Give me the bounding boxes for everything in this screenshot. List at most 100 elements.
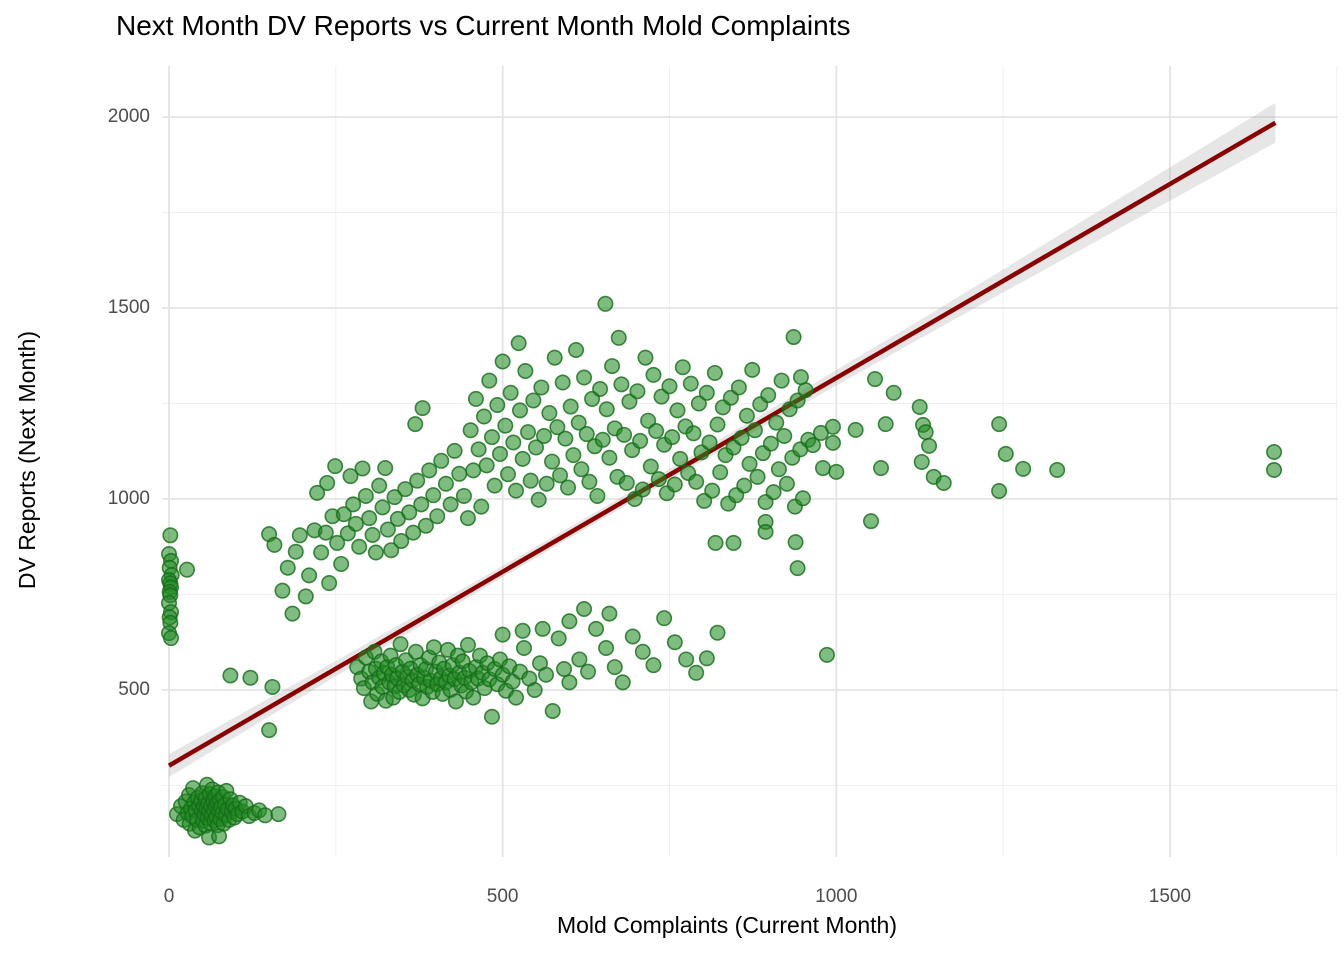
data-point bbox=[824, 434, 841, 451]
data-point bbox=[383, 542, 400, 559]
data-point bbox=[594, 431, 611, 448]
data-point bbox=[688, 473, 705, 490]
data-point bbox=[514, 450, 531, 467]
data-point bbox=[804, 437, 821, 454]
data-point bbox=[606, 659, 623, 676]
data-point bbox=[666, 634, 683, 651]
data-point bbox=[465, 462, 482, 479]
data-point bbox=[475, 408, 492, 425]
data-point bbox=[645, 366, 662, 383]
data-point bbox=[709, 624, 726, 641]
data-point bbox=[650, 471, 667, 488]
data-point bbox=[279, 559, 296, 576]
data-point bbox=[364, 526, 381, 543]
data-point bbox=[640, 412, 657, 429]
data-point bbox=[511, 402, 528, 419]
data-point bbox=[634, 643, 651, 660]
data-point bbox=[397, 481, 414, 498]
data-point bbox=[601, 449, 618, 466]
data-point bbox=[792, 369, 809, 386]
data-point bbox=[544, 703, 561, 720]
data-point bbox=[616, 426, 633, 443]
x-axis-title: Mold Complaints (Current Month) bbox=[556, 912, 897, 938]
data-point bbox=[556, 660, 573, 677]
data-point bbox=[211, 828, 228, 845]
data-point bbox=[354, 460, 371, 477]
data-point bbox=[571, 651, 588, 668]
data-point bbox=[544, 453, 561, 470]
data-point bbox=[442, 496, 459, 513]
data-point bbox=[589, 487, 606, 504]
data-point bbox=[656, 610, 673, 627]
data-point bbox=[517, 363, 534, 380]
x-tick-label: 1000 bbox=[815, 886, 858, 907]
data-point bbox=[696, 492, 713, 509]
data-point bbox=[562, 398, 579, 415]
data-point bbox=[669, 402, 686, 419]
data-point bbox=[429, 508, 446, 525]
data-point bbox=[690, 395, 707, 412]
data-point bbox=[634, 481, 651, 498]
data-point bbox=[913, 453, 930, 470]
data-point bbox=[707, 534, 724, 551]
x-tick-label: 0 bbox=[163, 886, 175, 907]
data-point bbox=[301, 567, 318, 584]
data-point bbox=[604, 358, 621, 375]
data-point bbox=[997, 445, 1014, 462]
data-point bbox=[525, 392, 542, 409]
data-point bbox=[462, 422, 479, 439]
data-point bbox=[618, 474, 635, 491]
data-point bbox=[179, 561, 196, 578]
data-point bbox=[374, 499, 391, 516]
data-point bbox=[502, 384, 519, 401]
data-point bbox=[581, 473, 598, 490]
data-point bbox=[437, 475, 454, 492]
data-point bbox=[393, 533, 410, 550]
data-point bbox=[421, 462, 438, 479]
data-point bbox=[554, 374, 571, 391]
data-point bbox=[483, 429, 500, 446]
data-point bbox=[257, 807, 274, 824]
data-point bbox=[507, 482, 524, 499]
data-point bbox=[163, 630, 180, 647]
data-point bbox=[287, 543, 304, 560]
data-point bbox=[578, 426, 595, 443]
data-point bbox=[451, 465, 468, 482]
data-point bbox=[274, 582, 291, 599]
data-point bbox=[541, 405, 558, 422]
data-point bbox=[570, 414, 587, 431]
data-point bbox=[528, 439, 545, 456]
y-tick-label: 500 bbox=[118, 679, 150, 700]
data-point bbox=[760, 387, 777, 404]
data-point bbox=[701, 434, 718, 451]
data-point bbox=[787, 534, 804, 551]
data-point bbox=[862, 513, 879, 530]
data-point bbox=[455, 487, 472, 504]
data-point bbox=[867, 371, 884, 388]
data-point bbox=[935, 474, 952, 491]
data-point bbox=[768, 414, 785, 431]
y-tick-label: 1500 bbox=[107, 297, 150, 318]
data-point bbox=[911, 398, 928, 415]
trend-line bbox=[167, 120, 1277, 768]
data-point bbox=[447, 693, 464, 710]
data-point bbox=[550, 630, 567, 647]
data-point bbox=[291, 527, 308, 544]
data-point bbox=[270, 806, 287, 823]
data-point bbox=[597, 295, 614, 312]
data-point bbox=[407, 416, 424, 433]
data-point bbox=[576, 369, 593, 386]
data-point bbox=[467, 390, 484, 407]
data-point bbox=[685, 425, 702, 442]
data-point bbox=[736, 477, 753, 494]
data-point bbox=[510, 335, 527, 352]
data-point bbox=[664, 429, 681, 446]
data-point bbox=[560, 479, 577, 496]
data-point bbox=[266, 536, 283, 553]
data-point bbox=[327, 458, 344, 475]
data-point bbox=[392, 636, 409, 653]
data-point bbox=[425, 487, 442, 504]
data-point bbox=[514, 622, 531, 639]
data-point bbox=[610, 329, 627, 346]
